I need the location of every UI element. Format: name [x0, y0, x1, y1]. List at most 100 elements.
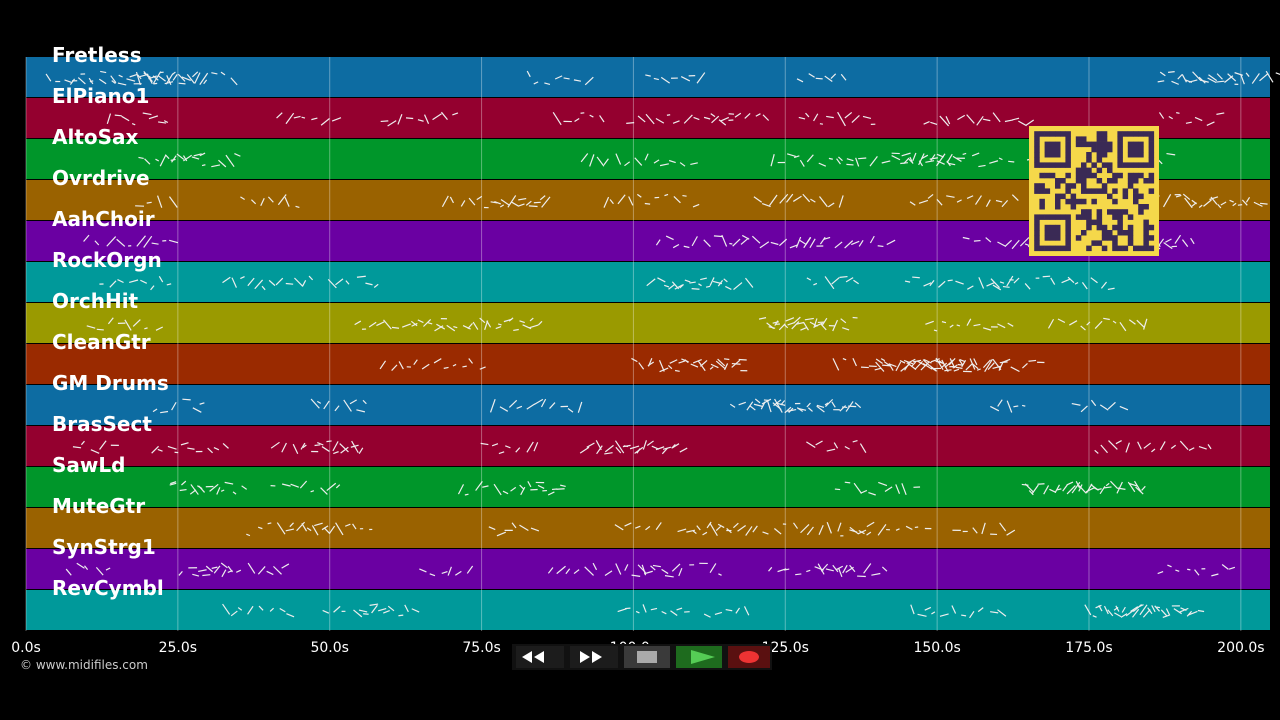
note [380, 120, 389, 123]
qr-cell [1117, 172, 1123, 179]
qr-cell [1143, 235, 1149, 241]
note [199, 402, 205, 405]
note [1168, 116, 1173, 120]
note [1240, 74, 1245, 85]
note [1187, 568, 1191, 571]
qr-cell [1065, 235, 1071, 241]
note [1090, 483, 1099, 491]
qr-cell [1065, 131, 1071, 137]
note [839, 275, 848, 278]
stop-button[interactable] [624, 646, 670, 668]
note [1203, 199, 1212, 207]
note [858, 530, 865, 535]
fast-forward-button[interactable] [570, 646, 618, 668]
track-lane [26, 344, 1270, 384]
note [537, 484, 545, 489]
note [992, 365, 1002, 370]
note [1100, 281, 1108, 289]
note [192, 407, 202, 413]
note [1125, 609, 1135, 617]
qr-cell [1133, 245, 1139, 252]
note [813, 282, 818, 286]
qr-cell [1055, 198, 1061, 205]
note [665, 235, 674, 241]
note [1211, 573, 1219, 577]
note [167, 445, 177, 450]
note [544, 82, 551, 86]
note [106, 236, 117, 247]
note [661, 447, 668, 455]
note [1171, 80, 1179, 85]
qr-cell [1081, 183, 1087, 189]
play-button[interactable] [676, 646, 722, 668]
note [952, 155, 962, 162]
note [76, 562, 85, 569]
note [842, 564, 848, 574]
note [540, 398, 547, 408]
note [836, 565, 844, 571]
qr-cell [1055, 141, 1061, 148]
note [295, 205, 300, 209]
qr-cell [1127, 230, 1134, 236]
qr-cell [1117, 157, 1123, 163]
qr-cell [1081, 230, 1087, 236]
note [201, 164, 206, 167]
qr-cell [1133, 152, 1139, 158]
note [992, 358, 1002, 371]
note [579, 446, 590, 454]
note [832, 319, 839, 332]
note [820, 323, 827, 331]
note [834, 488, 841, 491]
qr-cell [1060, 193, 1066, 200]
track-lane [26, 549, 1270, 589]
note [660, 76, 671, 84]
note [95, 567, 104, 576]
note [554, 75, 563, 80]
note [770, 154, 775, 167]
note [1024, 283, 1031, 290]
qr-cell [1034, 131, 1040, 137]
qr-cell [1133, 146, 1139, 153]
qr-cell [1049, 235, 1056, 241]
note [895, 361, 902, 372]
note [617, 194, 626, 205]
note [877, 245, 884, 248]
note [556, 488, 565, 490]
note [664, 193, 669, 197]
x-tick-label: 25.0s [159, 640, 197, 656]
qr-cell [1133, 141, 1139, 148]
note [107, 317, 114, 325]
note [1104, 486, 1112, 489]
note [455, 570, 462, 576]
note [875, 358, 883, 365]
note [1157, 571, 1164, 575]
note [609, 199, 614, 205]
qr-cell [1065, 136, 1071, 142]
note [1232, 202, 1237, 207]
note [310, 398, 320, 409]
note [615, 153, 622, 165]
note [143, 235, 153, 248]
note [118, 74, 123, 78]
rewind-button[interactable] [516, 646, 564, 668]
note [1011, 239, 1020, 250]
qr-cell [1148, 136, 1155, 142]
note [939, 613, 949, 617]
note [985, 237, 992, 243]
note [851, 115, 860, 123]
note [281, 483, 291, 487]
note [772, 402, 782, 411]
note [266, 570, 274, 576]
note [696, 525, 701, 531]
note [1162, 614, 1170, 619]
qr-cell [1065, 141, 1071, 148]
note [152, 408, 158, 413]
note [836, 158, 841, 165]
record-button[interactable] [728, 646, 770, 668]
note [684, 279, 691, 283]
note [936, 160, 945, 165]
note [881, 566, 888, 572]
note [992, 112, 1001, 123]
note [333, 605, 341, 613]
note [391, 326, 400, 329]
